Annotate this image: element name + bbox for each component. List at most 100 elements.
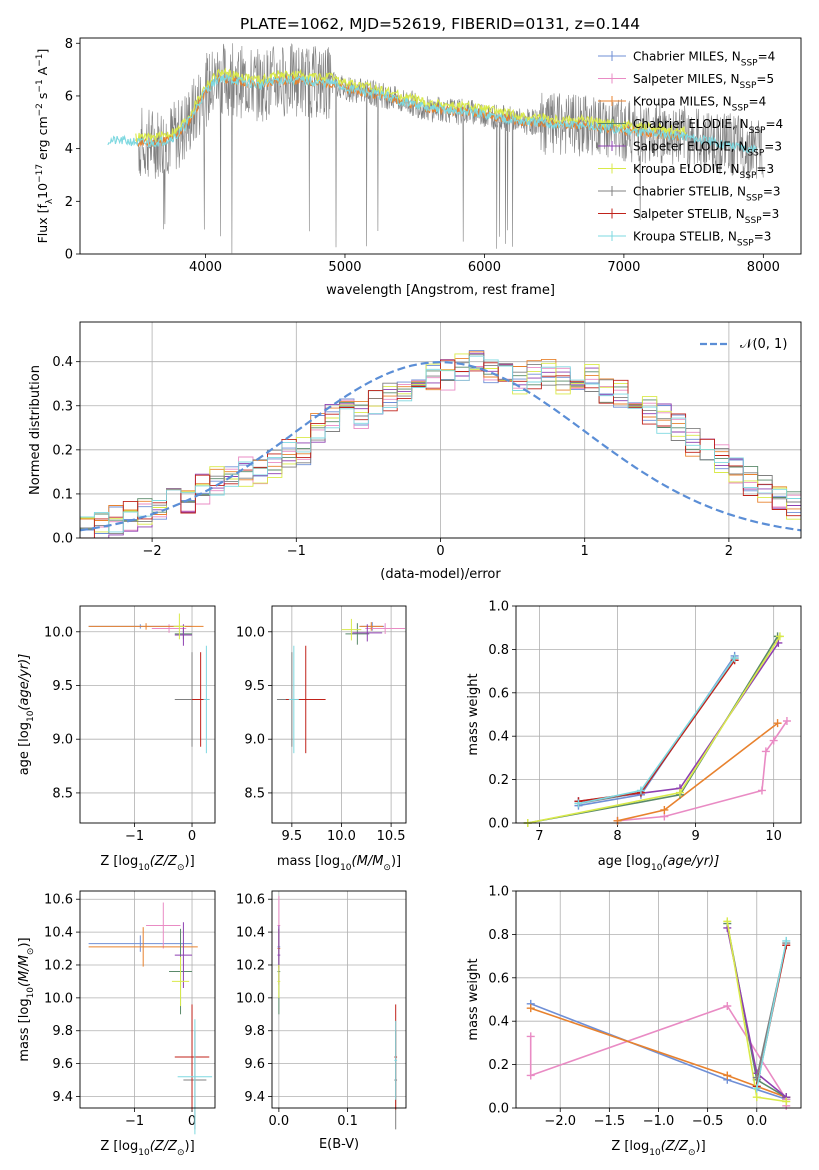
spectrum-xlabel: wavelength [Angstrom, rest frame] <box>326 283 555 298</box>
histogram-salpeter_stelib <box>80 359 801 538</box>
legend-label-salpeter_miles: Salpeter MILES, NSSP=5 <box>633 72 774 91</box>
series-point-kroupa_stelib <box>574 799 583 808</box>
x-tick-label: 0.0 <box>746 1114 767 1129</box>
y-tick-label: 9.8 <box>52 1024 73 1039</box>
x-tick-label: 10.0 <box>327 829 356 844</box>
figure-title: PLATE=1062, MJD=52619, FIBERID=0131, z=0… <box>240 15 640 33</box>
y-tick-label: 9.0 <box>244 733 265 748</box>
x-tick-label: 4000 <box>189 260 222 275</box>
y-tick-label: 0.0 <box>52 532 73 547</box>
x-tick-label: 0.0 <box>269 1114 290 1129</box>
series-line-kroupa_stelib <box>578 657 736 805</box>
series-line-chabrier_elodie <box>527 635 779 824</box>
y-tick-label: 10.2 <box>236 958 265 973</box>
y-tick-label: 9.8 <box>244 1024 265 1039</box>
series-point-salpeter_miles <box>526 1032 535 1041</box>
y-tick-label: 0.4 <box>52 355 73 370</box>
spectrum-frame <box>79 37 802 255</box>
gaussian-curve <box>80 360 801 532</box>
y-tick-label: 0.4 <box>488 730 509 745</box>
y-tick-label: 9.5 <box>244 679 265 694</box>
x-tick-label: −1.5 <box>594 1114 626 1129</box>
age_vs_mass-xlabel: mass [log10(M/M⊙)] <box>277 854 401 873</box>
x-tick-label: 0 <box>188 829 196 844</box>
y-tick-label: 10.0 <box>44 991 73 1006</box>
series-point-kroupa_elodie <box>775 632 784 641</box>
model-spectrum-kroupa_stelib <box>107 73 757 154</box>
y-tick-label: 10.4 <box>44 926 73 941</box>
y-tick-label: 9.6 <box>52 1057 73 1072</box>
series-line-salpeter_stelib <box>578 659 736 803</box>
x-tick-label: 7 <box>535 829 543 844</box>
x-tick-label: −1 <box>125 829 144 844</box>
x-tick-label: −2.0 <box>544 1114 576 1129</box>
mass_vs_Z-axes: −1 0 9.4 9.6 9.8 10.0 10.2 10.4 10.6 <box>44 891 215 1129</box>
series-point-kroupa_elodie <box>752 1093 761 1102</box>
series-line-chabrier_miles <box>578 655 736 807</box>
legend-label-salpeter_stelib: Salpeter STELIB, NSSP=3 <box>633 207 779 226</box>
age_vs_Z-points <box>88 613 210 754</box>
mass_vs_Z-ylabel: mass [log10(M/M⊙)] <box>17 937 36 1061</box>
y-tick-label: 4 <box>65 142 73 157</box>
y-tick-label: 2 <box>65 195 73 210</box>
x-tick-label: 0 <box>436 544 444 559</box>
y-tick-label: 0.8 <box>488 643 509 658</box>
weight_vs_Z-axes: −2.0 −1.5 −1.0 −0.5 0.0 0.0 0.2 0.4 0.6 0.8 1.0 <box>488 885 801 1129</box>
weight_vs_age-axes: 7 8 9 10 0.0 0.2 0.4 0.6 0.8 1.0 <box>488 600 801 844</box>
age_vs_mass-frame <box>271 605 407 824</box>
legend-label-chabrier_miles: Chabrier MILES, NSSP=4 <box>633 50 775 69</box>
x-tick-label: 1 <box>581 544 589 559</box>
x-tick-label: 10 <box>765 829 782 844</box>
x-tick-label: 5000 <box>328 260 361 275</box>
x-tick-label: 2 <box>725 544 733 559</box>
y-tick-label: 10.0 <box>236 991 265 1006</box>
x-tick-label: 9 <box>691 829 699 844</box>
x-tick-label: 0.1 <box>337 1114 358 1129</box>
y-tick-label: 6 <box>65 89 73 104</box>
residuals-ylabel: Normed distribution <box>28 365 43 495</box>
mass_vs_Z-xlabel: Z [log10(Z/Z⊙)] <box>100 1139 194 1158</box>
legend-label-chabrier_stelib: Chabrier STELIB, NSSP=3 <box>633 185 781 204</box>
y-tick-label: 10.4 <box>236 926 265 941</box>
y-tick-label: 0.2 <box>52 443 73 458</box>
legend-label-chabrier_elodie: Chabrier ELODIE, NSSP=4 <box>633 117 783 136</box>
weight_vs_age-ylabel: mass weight <box>466 673 481 755</box>
series-point-kroupa_miles <box>773 719 782 728</box>
y-tick-label: 10.6 <box>44 893 73 908</box>
series-point-kroupa_elodie <box>782 1097 791 1106</box>
x-tick-label: −1 <box>125 1114 144 1129</box>
x-tick-label: 8 <box>613 829 621 844</box>
mass_vs_ebv-axes: 0.0 0.1 9.4 9.6 9.8 10.0 10.2 10.4 10.6 <box>236 891 406 1129</box>
age_vs_Z-xlabel: Z [log10(Z/Z⊙)] <box>100 854 194 873</box>
x-tick-label: 0 <box>188 1114 196 1129</box>
x-tick-label: −2 <box>143 544 162 559</box>
series-point-kroupa_miles <box>526 1004 535 1013</box>
y-tick-label: 8.5 <box>52 786 73 801</box>
series-line-salpeter_miles <box>617 720 788 822</box>
mass_vs_Z-points <box>88 902 213 1135</box>
y-tick-label: 0.0 <box>488 817 509 832</box>
series-point-kroupa_elodie <box>675 788 684 797</box>
legend-label-kroupa_stelib: Kroupa STELIB, NSSP=3 <box>633 230 771 249</box>
y-tick-label: 0 <box>65 248 73 263</box>
residuals-frame <box>79 321 802 539</box>
series-point-kroupa_stelib <box>782 936 791 945</box>
mass_vs_ebv-points <box>277 895 398 1130</box>
y-tick-label: 9.4 <box>52 1090 73 1105</box>
legend-label-kroupa_elodie: Kroupa ELODIE, NSSP=3 <box>633 162 774 181</box>
y-tick-label: 9.5 <box>52 679 73 694</box>
residual-histograms <box>80 349 801 538</box>
series-point-salpeter_miles <box>526 1071 535 1080</box>
y-tick-label: 10.0 <box>236 625 265 640</box>
mass_vs_ebv-frame <box>271 890 407 1109</box>
y-tick-label: 0.1 <box>52 487 73 502</box>
legend-label-salpeter_elodie: Salpeter ELODIE, NSSP=3 <box>633 140 782 159</box>
weight_vs_age-frame <box>515 605 802 824</box>
weight_vs_age-series <box>523 632 791 827</box>
y-tick-label: 0.8 <box>488 928 509 943</box>
age_vs_mass-points <box>276 618 406 754</box>
legend-label-gaussian: 𝒩(0, 1) <box>740 337 787 352</box>
y-tick-label: 0.0 <box>488 1102 509 1117</box>
weight_vs_Z-frame <box>515 890 802 1109</box>
